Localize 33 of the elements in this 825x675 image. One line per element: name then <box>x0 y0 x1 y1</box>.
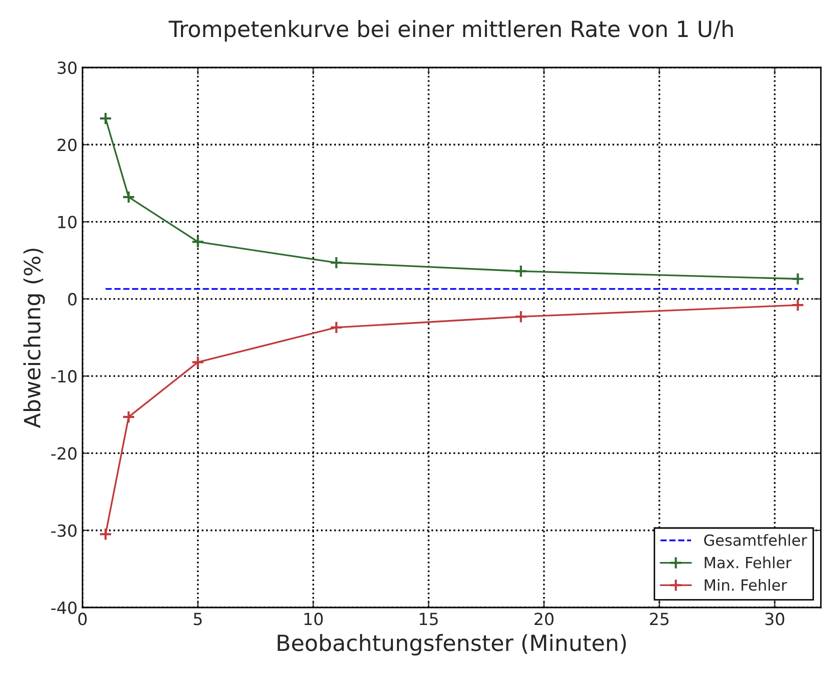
x-tick-label: 25 <box>650 612 669 626</box>
legend-label: Min. Fehler <box>704 578 788 591</box>
y-tick-label: -10 <box>51 370 77 383</box>
y-tick-label: 0 <box>68 292 77 306</box>
x-tick-label: 20 <box>534 612 554 626</box>
point <box>98 528 112 541</box>
point <box>191 235 204 248</box>
y-tick-label: 10 <box>58 216 77 228</box>
y-tick-label: 30 <box>58 61 77 74</box>
point <box>514 310 528 324</box>
point <box>514 264 528 278</box>
y-tick-label: 20 <box>58 138 77 152</box>
point <box>330 320 343 334</box>
x-tick-label: 5 <box>194 612 202 626</box>
point <box>98 112 112 126</box>
x-axis-title: Beobachtungsfenster (Minuten) <box>278 634 626 656</box>
point <box>122 410 136 424</box>
legend-label: Gesamtfehler <box>704 534 808 546</box>
y-tick-label: -30 <box>51 524 77 537</box>
point <box>122 190 136 204</box>
x-tick-label: 10 <box>304 612 323 626</box>
point <box>791 298 804 312</box>
x-tick-label: 15 <box>420 612 438 626</box>
x-tick-label: 0 <box>78 612 87 626</box>
y-tick-label: -40 <box>51 601 77 614</box>
y-tick-label: -20 <box>51 447 77 460</box>
point <box>330 256 343 270</box>
chart-title: Trompetenkurve bei einer mittleren Rate von 1 U/h <box>168 20 733 42</box>
legend-label: Max. Fehler <box>704 556 792 568</box>
x-tick-label: 30 <box>765 612 784 626</box>
y-axis-title: Abweichung (%) <box>23 248 45 428</box>
point <box>191 356 204 369</box>
point <box>791 272 804 286</box>
